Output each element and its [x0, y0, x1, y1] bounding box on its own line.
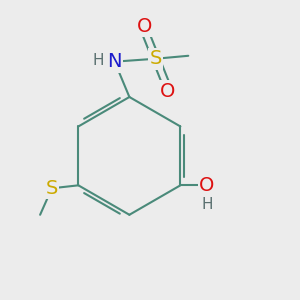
- Text: S: S: [150, 49, 162, 68]
- Text: O: O: [136, 17, 152, 36]
- Text: H: H: [201, 197, 213, 212]
- Text: O: O: [160, 82, 176, 100]
- Text: H: H: [93, 53, 104, 68]
- Text: S: S: [46, 179, 58, 198]
- Text: N: N: [107, 52, 122, 71]
- Text: O: O: [199, 176, 214, 195]
